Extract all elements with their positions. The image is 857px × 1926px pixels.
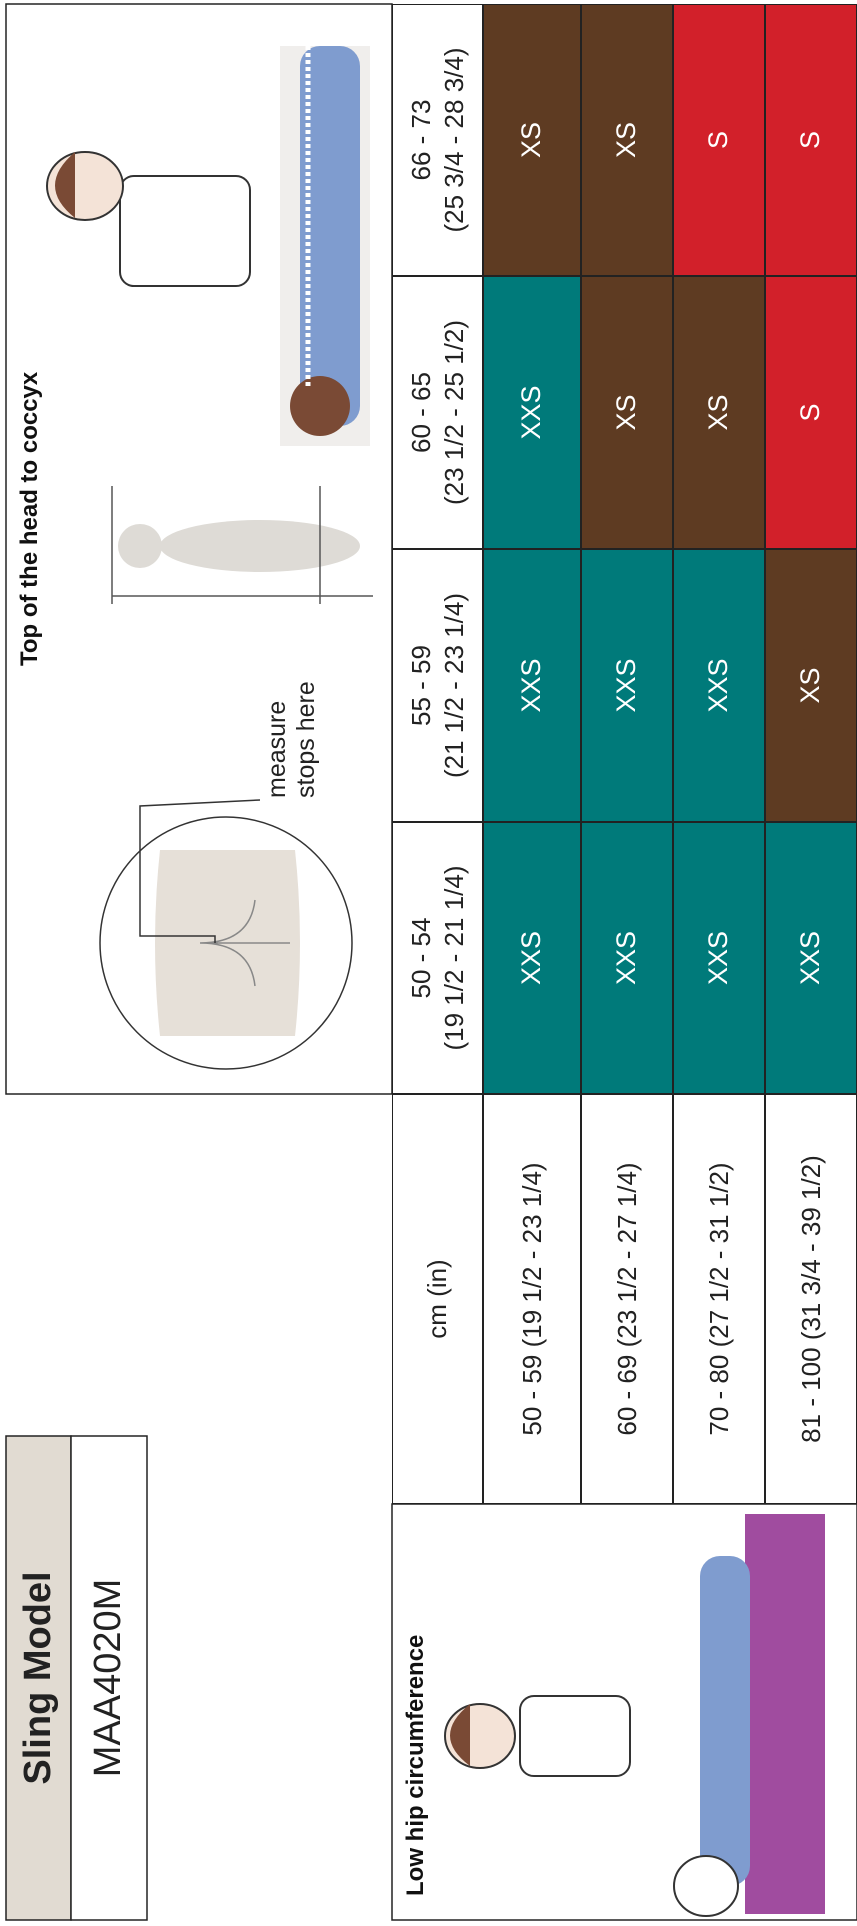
size-cell: XXS [483, 276, 581, 549]
row-label: 60 - 69 (23 1/2 - 27 1/4) [581, 1094, 673, 1504]
size-cell: XS [673, 276, 765, 549]
column-cm: 66 - 73 [405, 100, 438, 181]
row-label: 81 - 100 (31 3/4 - 39 1/2) [765, 1094, 857, 1504]
size-cell: S [765, 276, 857, 549]
column-in: (21 1/2 - 23 1/4) [438, 593, 471, 778]
size-cell: XXS [673, 822, 765, 1094]
column-header: 50 - 54(19 1/2 - 21 1/4) [392, 822, 483, 1094]
column-in: (23 1/2 - 25 1/2) [438, 320, 471, 505]
size-cell: XXS [581, 549, 673, 822]
column-cm: 50 - 54 [405, 918, 438, 999]
size-cell: XXS [673, 549, 765, 822]
hip-title: Low hip circumference [402, 1635, 430, 1896]
sling-title: Sling Model [6, 1436, 71, 1920]
size-cell: XXS [483, 549, 581, 822]
size-cell: S [673, 4, 765, 276]
page: Sling Model MAA4020M Low hip circumferen… [0, 0, 857, 1926]
length-title: Top of the head to coccyx [16, 372, 44, 666]
size-cell: XXS [765, 822, 857, 1094]
size-cell: XS [765, 549, 857, 822]
row-label: 50 - 59 (19 1/2 - 23 1/4) [483, 1094, 581, 1504]
size-cell: XS [581, 4, 673, 276]
size-cell: XS [581, 276, 673, 549]
column-in: (25 3/4 - 28 3/4) [438, 48, 471, 233]
sizing-chart: Sling Model MAA4020M Low hip circumferen… [0, 0, 857, 1926]
unit-header: cm (in) [392, 1094, 483, 1504]
column-header: 66 - 73(25 3/4 - 28 3/4) [392, 4, 483, 276]
column-cm: 60 - 65 [405, 372, 438, 453]
measure-note: measure stops here [263, 681, 321, 798]
column-header: 60 - 65(23 1/2 - 25 1/2) [392, 276, 483, 549]
sling-model: MAA4020M [71, 1436, 147, 1920]
column-header: 55 - 59(21 1/2 - 23 1/4) [392, 549, 483, 822]
size-cell: XXS [483, 822, 581, 1094]
row-label: 70 - 80 (27 1/2 - 31 1/2) [673, 1094, 765, 1504]
note-line: stops here [292, 681, 321, 798]
column-cm: 55 - 59 [405, 645, 438, 726]
size-cell: XS [483, 4, 581, 276]
column-in: (19 1/2 - 21 1/4) [438, 866, 471, 1051]
size-cell: S [765, 4, 857, 276]
size-cell: XXS [581, 822, 673, 1094]
note-line: measure [263, 681, 292, 798]
